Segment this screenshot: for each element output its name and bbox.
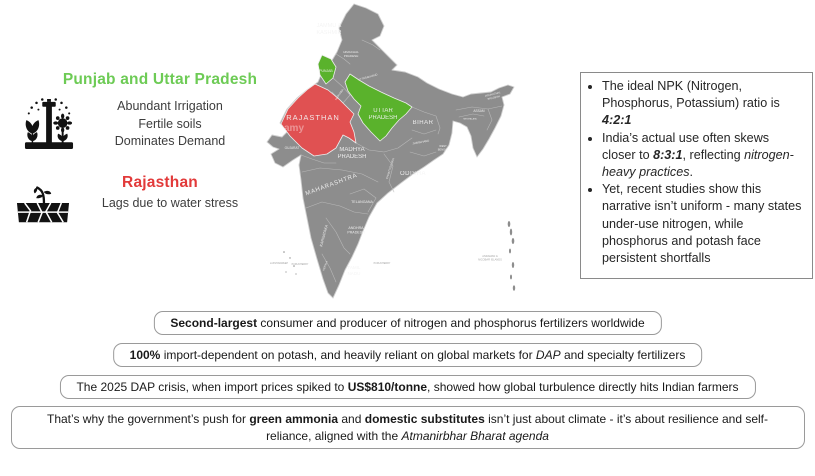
green-region-points: Abundant Irrigation Fertile soils Domina… [75,98,265,151]
india-map: amy JAMMU & KASHMIR HIMACHAL PRADESH PUNJAB H… [263,2,569,302]
map-state-label: JHARKHAND [412,139,430,146]
npk-bullet: Yet, recent studies show this narrative … [602,181,806,267]
map-state-label: ODISHA [400,171,426,177]
map-state-label: PRADESH [347,231,365,235]
map-state-label: NICOBAR ISLANDS [478,258,502,262]
map-state-label: PUDUCHERRY [374,262,391,265]
andaman-nicobar-islands [507,221,516,291]
red-region-point: Lags due to water stress [101,196,239,210]
banner-dap-crisis: The 2025 DAP crisis, when import prices … [59,375,756,399]
india-mainland [266,3,515,299]
map-state-label: UTTARAKHAND [358,72,378,81]
map-state-label: PRADESH [368,115,397,121]
benefit-item: Fertile soils [138,116,202,131]
map-state-label: PRADESH [337,154,366,160]
watermark-text: amy [284,123,304,134]
npk-bullet: India’s actual use often skews closer to… [602,130,806,182]
banner-second-largest: Second-largest consumer and producer of … [153,311,662,335]
map-state-label: MADHYA [339,147,364,153]
map-state-label: RAJASTHAN [286,113,340,122]
state-rajasthan [280,83,357,157]
map-state-label: KASHMIR [316,30,341,36]
map-state-label: GUJARAT [285,146,300,150]
benefit-item: Abundant Irrigation [117,99,223,113]
map-state-label: WEST [439,144,447,148]
map-state-label: HIMACHAL [343,50,359,54]
left-panel: Punjab and Uttar Pradesh [0,0,320,300]
map-state-label: ANDHRA [348,226,364,230]
map-state-label: JAMMU & [317,23,342,29]
map-state-label: LAKSHADWEEP [270,262,289,265]
state-uttar-pradesh [344,73,413,142]
india-map-svg: amy JAMMU &KASHMIRHIMACHALPRADESHPUNJABH… [266,3,516,299]
red-region-title: Rajasthan [122,174,198,191]
npk-bullet-list: The ideal NPK (Nitrogen, Phosphorus, Pot… [585,78,806,267]
banner-green-ammonia: That’s why the government’s push for gre… [10,406,805,449]
map-state-label: KERALA [321,260,328,271]
map-state-label: PUNJAB [319,69,333,73]
map-state-label: TELANGANA [351,200,373,204]
map-state-label: MEGHALAYA [463,118,477,121]
npk-bullet: The ideal NPK (Nitrogen, Phosphorus, Pot… [602,78,806,130]
map-state-label: BIHAR [413,120,434,126]
map-state-label: PUDUCHERRY [292,263,309,266]
map-state-label: CHHATTISGARH [385,158,396,180]
map-state-label: HARYANA [334,88,345,101]
npk-infobox: The ideal NPK (Nitrogen, Phosphorus, Pot… [580,72,813,279]
map-state-label: TAMIL [347,265,361,270]
map-state-label: ANDAMAN & [482,254,498,258]
map-state-label: KARNATAKA [319,224,329,247]
green-region-title: Punjab and Uttar Pradesh [62,71,258,88]
banner-import-dependence: 100% import-dependent on potash, and hea… [112,343,703,367]
drought-plant-icon [16,182,70,229]
lakshadweep-islands [283,251,297,275]
map-state-label: UTTAR [373,108,393,114]
benefit-item: Dominates Demand [114,134,226,148]
state-punjab [317,54,337,85]
map-state-label: ARUNACHAL [485,90,502,98]
map-state-label: BENGAL [438,148,449,152]
map-state-label: NADU [347,271,360,276]
map-state-label: PRADESH [487,94,500,101]
map-state-label: ASSAM [473,109,485,113]
map-state-label: PRADESH [344,54,359,58]
irrigation-sprinkler-icon [24,96,74,157]
